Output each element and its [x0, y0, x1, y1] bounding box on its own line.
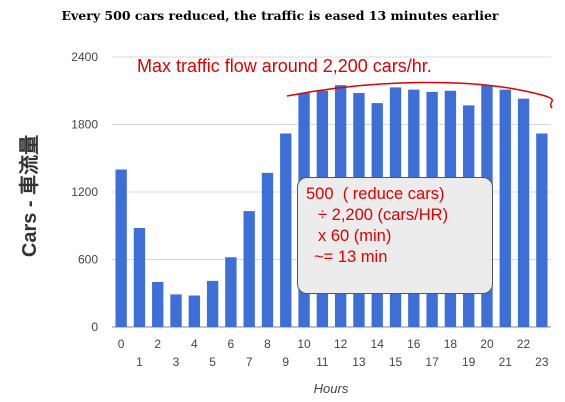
calc-line-2: ÷ 2,200 (cars/HR)	[318, 206, 449, 224]
y-tick-label: 0	[91, 320, 98, 334]
bar-hour-2	[152, 282, 164, 327]
calculation-box: 500 ( reduce cars) ÷ 2,200 (cars/HR) x 6…	[297, 177, 493, 294]
bar-hour-3	[170, 294, 182, 327]
y-tick-label: 1800	[71, 118, 98, 132]
bar-hour-1	[133, 228, 146, 327]
bar-hour-8	[261, 172, 274, 327]
x-tick-label: 21	[499, 355, 513, 369]
y-tick-labels: 0 600 1200 1800 2400	[71, 50, 98, 334]
bar-hour-7	[243, 211, 255, 327]
x-tick-label: 18	[444, 337, 458, 351]
x-tick-label: 6	[228, 337, 235, 351]
y-tick-label: 2400	[71, 50, 98, 64]
bar-hour-22	[517, 98, 530, 327]
x-tick-label: 3	[173, 355, 180, 369]
x-tick-label: 19	[462, 355, 476, 369]
bar-hour-21	[499, 89, 511, 327]
x-tick-label: 11	[316, 355, 329, 369]
bar-hour-0	[115, 169, 127, 327]
x-tick-label: 1	[136, 355, 143, 369]
x-tick-label: 0	[118, 337, 125, 351]
calc-line-4: ~= 13 min	[314, 248, 388, 266]
x-tick-label: 8	[264, 337, 271, 351]
x-tick-label: 13	[352, 355, 366, 369]
x-tick-label: 15	[389, 355, 403, 369]
x-tick-label: 17	[425, 355, 439, 369]
x-tick-label: 22	[517, 337, 531, 351]
bar-hour-6	[225, 257, 237, 327]
x-tick-label: 5	[209, 355, 216, 369]
y-tick-label: 600	[78, 253, 98, 267]
x-tick-label: 4	[191, 337, 198, 351]
bar-hour-9	[280, 133, 292, 327]
chart-title: Every 500 cars reduced, the traffic is e…	[61, 8, 499, 23]
x-tick-label: 10	[297, 337, 311, 351]
bar-hour-4	[188, 295, 200, 327]
y-axis-label: Cars - 車流量	[17, 135, 41, 257]
calc-line-1: 500 ( reduce cars)	[306, 185, 445, 203]
x-tick-label: 20	[480, 337, 494, 351]
max-flow-annotation: Max traffic flow around 2,200 cars/hr.	[137, 56, 432, 76]
bar-hour-5	[206, 280, 219, 327]
x-tick-label: 14	[371, 337, 385, 351]
x-tick-label: 23	[535, 355, 549, 369]
x-axis-label: Hours	[314, 381, 349, 396]
x-tick-label: 12	[334, 337, 348, 351]
bar-hour-23	[536, 133, 548, 327]
calc-line-3: x 60 (min)	[318, 227, 392, 245]
x-tick-label: 16	[407, 337, 421, 351]
x-tick-label: 2	[154, 337, 161, 351]
y-tick-label: 1200	[71, 185, 98, 199]
max-flow-curve	[286, 81, 553, 109]
x-tick-label: 9	[282, 355, 289, 369]
x-tick-label: 7	[246, 355, 253, 369]
